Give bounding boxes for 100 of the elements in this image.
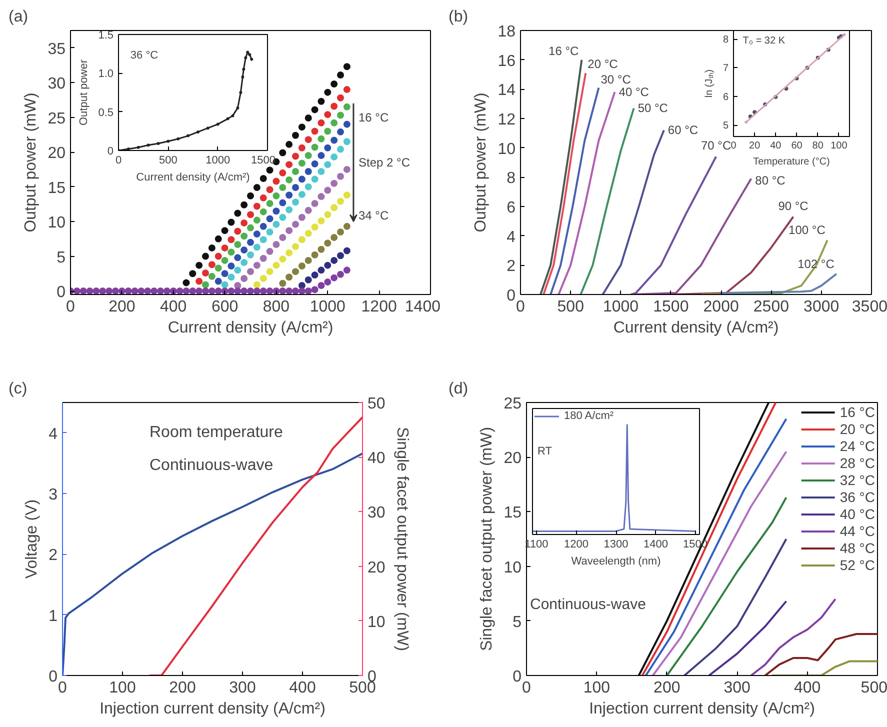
- x-axis-title: Injection current density (A/cm²): [589, 700, 815, 718]
- y2-axis-title: Single facet output power (mW): [393, 426, 410, 652]
- x-tick-label: 500: [860, 680, 887, 696]
- y2-tick-label: 40: [368, 450, 386, 468]
- legend-label: 28 °C: [840, 455, 875, 471]
- legend-label: 44 °C: [840, 523, 875, 539]
- y2-tick-label: 30: [368, 504, 386, 522]
- y2-tick-label: 20: [368, 559, 386, 576]
- x-tick-label: 200: [654, 680, 680, 696]
- x-tick-label: 2500: [753, 298, 790, 316]
- y-tick-label: 12: [498, 112, 516, 128]
- x-tick-label: 300: [229, 680, 256, 696]
- annotation: Room temperature: [150, 424, 283, 442]
- x-tick-label: 1500: [653, 298, 689, 316]
- x-tick-label: 400: [289, 680, 316, 696]
- y-tick-label: 15: [504, 504, 522, 522]
- y-tick-label: 25: [504, 396, 522, 412]
- x-tick-label: 0: [115, 154, 122, 166]
- x-tick-label: 100: [583, 680, 610, 696]
- series-label: 20 °C: [588, 57, 618, 72]
- x-tick-label: 1000: [602, 298, 639, 316]
- x-tick-label: 1200: [564, 538, 588, 550]
- legend-label: 24 °C: [840, 438, 875, 454]
- x-tick-label: 1200: [361, 298, 397, 316]
- x-tick-label: 2000: [703, 298, 739, 316]
- chart-title: (b): [448, 8, 468, 26]
- legend-label: 20 °C: [840, 421, 875, 437]
- chart-title: (c): [8, 380, 28, 398]
- x-axis-title: Temperature (°C): [753, 156, 830, 168]
- x-tick-label: 400: [160, 298, 187, 316]
- y-axis-title: Output power (mW): [22, 92, 40, 232]
- x-tick-label: 500: [158, 154, 178, 166]
- x-tick-label: 100: [830, 140, 848, 152]
- y-tick-label: 0: [48, 668, 58, 686]
- y-tick-label: 2: [48, 547, 58, 564]
- y-tick-label: 30: [48, 76, 66, 93]
- x-tick-label: 100: [109, 680, 136, 696]
- x-axis-title: Current density (A/cm²): [613, 320, 779, 336]
- y-tick-label: 2: [506, 258, 516, 276]
- x-tick-label: 200: [169, 680, 196, 696]
- x-tick-label: 300: [724, 680, 751, 696]
- legend-label: 48 °C: [840, 540, 875, 556]
- y-tick-label: 1.0: [98, 68, 114, 80]
- y-tick-label: 5: [722, 120, 729, 132]
- y-axis-title: Single facet output power (mW): [478, 426, 496, 652]
- x-tick-label: 600: [211, 298, 238, 316]
- series-label: 60 °C: [668, 123, 698, 138]
- y-tick-label: 18: [498, 24, 516, 40]
- series-label: 100 °C: [788, 223, 826, 238]
- x-axis-title: Injection current density (A/cm²): [100, 700, 326, 718]
- y-tick-label: 0.5: [98, 106, 114, 119]
- y-tick-label: 4: [48, 426, 58, 443]
- chart-title: (a): [8, 8, 28, 26]
- annotation: 34 °C: [358, 208, 389, 222]
- annotation: 36 °C: [130, 49, 158, 62]
- y-tick-label: 10: [504, 559, 522, 576]
- y-tick-label: 35: [48, 40, 66, 58]
- x-axis-title: Current density (A/cm²): [136, 172, 250, 184]
- annotation: Step 2 °C: [358, 156, 410, 170]
- x-tick-label: 3000: [804, 298, 840, 316]
- x-tick-label: 1000: [310, 298, 346, 316]
- y-tick-label: 4: [506, 228, 516, 246]
- y-tick-label: 8: [506, 170, 516, 188]
- y-axis-title: Output power: [78, 59, 90, 126]
- legend-label: 16 °C: [840, 404, 875, 420]
- series-label: 80 °C: [755, 174, 786, 188]
- x-axis-title: Waveelength (nm): [571, 556, 661, 568]
- x-tick-label: 20: [749, 140, 761, 152]
- x-axis-title: Current density (A/cm²): [168, 320, 334, 336]
- legend-label: 52 °C: [840, 557, 875, 573]
- series-label: 50 °C: [638, 101, 668, 116]
- legend-label: 40 °C: [840, 506, 875, 522]
- y-tick-label: 8: [722, 34, 729, 46]
- x-tick-label: 1300: [604, 538, 628, 550]
- chart-title: (d): [448, 380, 468, 398]
- y-tick-label: 14: [498, 82, 516, 100]
- x-tick-label: 400: [794, 680, 821, 696]
- y-tick-label: 20: [504, 450, 522, 468]
- series-label: 16 °C: [548, 44, 580, 58]
- x-tick-label: 800: [262, 298, 290, 316]
- x-tick-label: 500: [557, 298, 584, 316]
- series-label: 90 °C: [778, 198, 809, 213]
- annotation: Continuous-wave: [530, 596, 646, 614]
- annotation: RT: [538, 445, 552, 458]
- annotation: T₀ = 32 K: [742, 36, 786, 47]
- x-tick-label: 60: [791, 140, 803, 152]
- x-tick-label: 40: [770, 140, 782, 152]
- y-tick-label: 3: [48, 486, 58, 504]
- annotation: Continuous-wave: [150, 456, 274, 474]
- y2-tick-label: 50: [368, 396, 386, 412]
- y-tick-label: 1: [48, 608, 58, 625]
- y-tick-label: 5: [512, 614, 522, 631]
- y-tick-label: 0: [56, 284, 66, 302]
- series-label: 40 °C: [618, 85, 650, 100]
- x-tick-label: 80: [812, 140, 824, 152]
- y-axis-title: Output power (mW): [472, 92, 490, 232]
- legend-label: 36 °C: [840, 489, 875, 505]
- y-tick-label: 10: [48, 214, 66, 232]
- y2-tick-label: 10: [368, 614, 386, 631]
- y-axis-title: ln (Jₜₕ): [704, 69, 715, 98]
